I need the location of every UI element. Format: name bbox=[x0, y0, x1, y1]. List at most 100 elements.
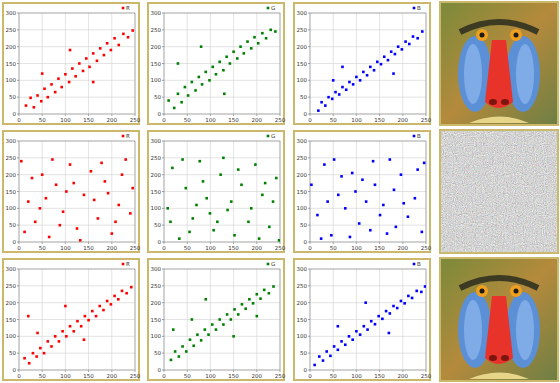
point bbox=[230, 318, 233, 321]
point bbox=[74, 75, 77, 78]
x-tick-label: 100 bbox=[351, 245, 362, 251]
mandrill-image bbox=[440, 2, 558, 125]
tick-mark bbox=[402, 114, 403, 116]
point bbox=[265, 37, 268, 40]
scatter-panel: 050100150200250050100150200250300B bbox=[294, 259, 432, 380]
y-tick-label: 300 bbox=[6, 10, 17, 16]
point bbox=[40, 100, 43, 103]
x-tick-label: 150 bbox=[83, 373, 94, 379]
x-tick-label: 50 bbox=[184, 373, 191, 379]
point bbox=[329, 355, 332, 358]
point bbox=[174, 350, 177, 353]
point bbox=[76, 320, 79, 323]
legend-label: B bbox=[417, 133, 421, 139]
scatter-panel: 050100150200250050100150200250300G bbox=[148, 259, 286, 380]
tick-mark bbox=[162, 174, 164, 175]
x-tick-label: 200 bbox=[107, 117, 118, 123]
point bbox=[385, 310, 388, 313]
point bbox=[84, 315, 87, 318]
point bbox=[351, 172, 354, 175]
x-tick-label: 100 bbox=[205, 373, 216, 379]
x-tick-label: 200 bbox=[398, 373, 409, 379]
grid-line bbox=[19, 319, 135, 320]
point bbox=[230, 200, 233, 203]
point bbox=[103, 54, 106, 57]
point bbox=[205, 197, 208, 200]
grid-line bbox=[19, 353, 135, 354]
marks bbox=[310, 158, 425, 240]
point bbox=[327, 96, 330, 99]
x-tick-label: 250 bbox=[421, 245, 432, 251]
point bbox=[54, 335, 57, 338]
cheek-highlight bbox=[464, 300, 482, 360]
x-tick-label: 100 bbox=[60, 117, 71, 123]
point bbox=[64, 305, 67, 308]
point bbox=[92, 81, 95, 84]
point bbox=[178, 355, 181, 358]
point bbox=[337, 194, 340, 197]
point bbox=[337, 349, 340, 352]
y-tick-label: 200 bbox=[151, 172, 162, 178]
x-tick-label: 200 bbox=[252, 245, 263, 251]
point bbox=[404, 40, 407, 43]
grid-line bbox=[19, 29, 135, 30]
y-tick-label: 50 bbox=[9, 350, 16, 356]
tick-mark bbox=[162, 208, 164, 209]
x-tick-label: 50 bbox=[184, 245, 191, 251]
scatter-panel: 050100150200250050100150200250300B bbox=[294, 131, 432, 252]
point bbox=[322, 359, 325, 362]
legend-marker bbox=[413, 7, 416, 10]
point bbox=[341, 66, 344, 69]
point bbox=[362, 71, 365, 74]
cheek-highlight bbox=[516, 300, 534, 360]
tick-mark bbox=[162, 370, 164, 371]
point bbox=[374, 323, 377, 326]
point bbox=[111, 232, 114, 235]
point bbox=[364, 301, 367, 304]
point bbox=[31, 177, 34, 180]
point bbox=[39, 207, 42, 210]
point bbox=[392, 72, 395, 75]
point bbox=[407, 295, 410, 298]
x-tick-label: 150 bbox=[374, 245, 385, 251]
point bbox=[261, 32, 264, 35]
point bbox=[337, 325, 340, 328]
grid-line bbox=[164, 336, 280, 337]
y-tick-label: 100 bbox=[297, 77, 308, 83]
point bbox=[166, 207, 169, 210]
grid-line bbox=[310, 80, 426, 81]
legend-label: R bbox=[126, 133, 130, 139]
point bbox=[395, 226, 398, 229]
point bbox=[244, 307, 247, 310]
x-tick-label: 50 bbox=[330, 245, 337, 251]
point bbox=[421, 30, 424, 33]
point bbox=[82, 70, 85, 73]
scatter-panel: 050100150200250050100150200250300B bbox=[294, 3, 432, 124]
tick-mark bbox=[65, 114, 66, 116]
point bbox=[361, 178, 364, 181]
image-border bbox=[440, 130, 558, 253]
point bbox=[348, 335, 351, 338]
point bbox=[369, 229, 372, 232]
point bbox=[223, 93, 226, 96]
x-tick-label: 150 bbox=[83, 117, 94, 123]
x-tick-label: 50 bbox=[330, 373, 337, 379]
point bbox=[323, 163, 326, 166]
eye bbox=[476, 29, 488, 41]
marks bbox=[313, 285, 426, 366]
x-tick-label: 200 bbox=[252, 373, 263, 379]
y-tick-label: 50 bbox=[154, 222, 161, 228]
point bbox=[389, 158, 392, 161]
x-tick-label: 200 bbox=[107, 245, 118, 251]
point bbox=[195, 204, 198, 207]
point bbox=[194, 89, 197, 92]
y-tick-label: 200 bbox=[151, 44, 162, 50]
x-tick-label: 0 bbox=[162, 117, 166, 123]
nose bbox=[485, 296, 513, 364]
tick-mark bbox=[162, 141, 164, 142]
point bbox=[374, 183, 377, 186]
y-tick-label: 0 bbox=[13, 239, 17, 245]
y-tick-label: 50 bbox=[9, 222, 16, 228]
legend-marker bbox=[413, 135, 416, 138]
point bbox=[192, 344, 195, 347]
